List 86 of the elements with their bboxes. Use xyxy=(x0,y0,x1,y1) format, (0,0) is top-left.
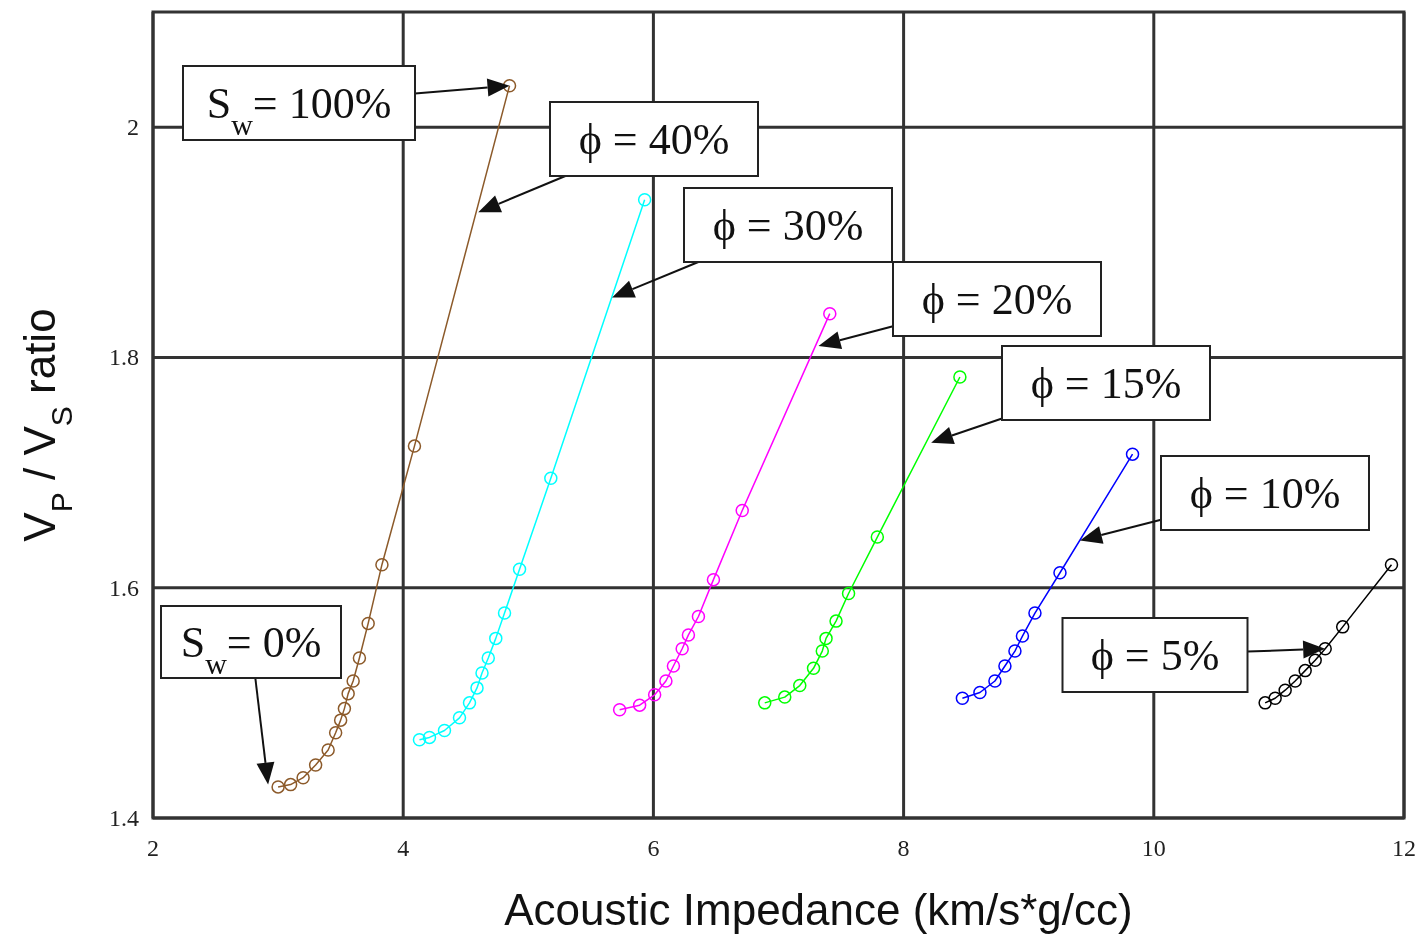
point xyxy=(870,530,885,544)
point xyxy=(806,661,821,676)
point xyxy=(497,606,512,620)
point xyxy=(706,572,721,587)
point xyxy=(691,609,706,624)
point xyxy=(1028,606,1042,620)
annotation: ϕ = 20% xyxy=(921,275,1073,324)
point xyxy=(829,614,843,628)
point xyxy=(998,659,1012,673)
point xyxy=(632,698,647,712)
point xyxy=(1335,620,1350,634)
annotation: ϕ = 10% xyxy=(1189,469,1341,518)
point xyxy=(815,644,830,658)
x-tick-label: 2 xyxy=(147,835,159,861)
point xyxy=(283,777,298,792)
point xyxy=(675,641,689,656)
point xyxy=(793,678,807,693)
point xyxy=(407,439,422,453)
y-tick-label: 1.8 xyxy=(109,344,139,371)
point xyxy=(1015,629,1030,643)
point xyxy=(375,557,389,572)
point xyxy=(321,743,335,757)
point xyxy=(1288,674,1302,688)
point xyxy=(955,691,970,705)
point xyxy=(296,770,310,785)
point xyxy=(1008,644,1022,658)
point xyxy=(346,674,360,688)
point xyxy=(612,703,627,717)
y-tick-label: 2 xyxy=(127,114,139,141)
point xyxy=(735,503,749,518)
point xyxy=(481,651,496,665)
y-tick-label: 1.4 xyxy=(109,805,139,831)
point xyxy=(819,631,833,646)
point xyxy=(647,688,662,702)
x-tick-label: 10 xyxy=(1141,835,1166,861)
annotation: ϕ = 30% xyxy=(712,201,864,250)
point xyxy=(1278,683,1292,697)
point xyxy=(681,628,696,642)
point xyxy=(502,78,517,93)
point xyxy=(823,306,837,321)
point xyxy=(953,370,967,384)
point xyxy=(1384,557,1399,572)
x-tick-label: 8 xyxy=(897,835,910,861)
point xyxy=(412,732,427,747)
point xyxy=(333,713,348,727)
point xyxy=(1125,447,1140,461)
x-axis-title: Acoustic Impedance (km/s*g/cc) xyxy=(504,885,1133,934)
point xyxy=(1318,641,1332,656)
point xyxy=(512,562,527,577)
point xyxy=(1308,653,1322,667)
annotation: S$_{w}$= 0% xyxy=(180,618,322,680)
point xyxy=(422,730,437,745)
point xyxy=(437,723,452,738)
point xyxy=(637,192,652,207)
point xyxy=(341,686,355,701)
annotation: S$_{w}$= 100% xyxy=(206,79,392,141)
point xyxy=(337,701,352,716)
y-tick-label: 1.6 xyxy=(109,574,139,601)
point xyxy=(308,758,323,772)
point xyxy=(462,696,477,710)
point xyxy=(988,674,1002,688)
annotation: ϕ = 15% xyxy=(1030,359,1182,408)
point xyxy=(666,659,681,673)
point xyxy=(757,696,772,710)
point xyxy=(973,685,987,700)
point xyxy=(1298,663,1312,678)
point xyxy=(470,681,484,695)
point xyxy=(778,690,792,704)
point xyxy=(1258,696,1272,710)
point xyxy=(1268,691,1282,705)
x-tick-label: 12 xyxy=(1392,835,1416,861)
point xyxy=(271,780,285,794)
point xyxy=(544,471,558,486)
point xyxy=(841,586,856,601)
point xyxy=(1053,566,1067,580)
annotation: ϕ = 40% xyxy=(578,115,730,164)
point xyxy=(489,631,503,646)
point xyxy=(352,651,367,665)
annotation: ϕ = 5% xyxy=(1090,631,1220,680)
point xyxy=(659,674,673,688)
point xyxy=(475,666,489,680)
x-tick-label: 4 xyxy=(397,835,410,861)
point xyxy=(361,616,375,631)
point xyxy=(328,726,343,740)
x-tick-label: 6 xyxy=(647,835,660,861)
point xyxy=(452,711,467,725)
